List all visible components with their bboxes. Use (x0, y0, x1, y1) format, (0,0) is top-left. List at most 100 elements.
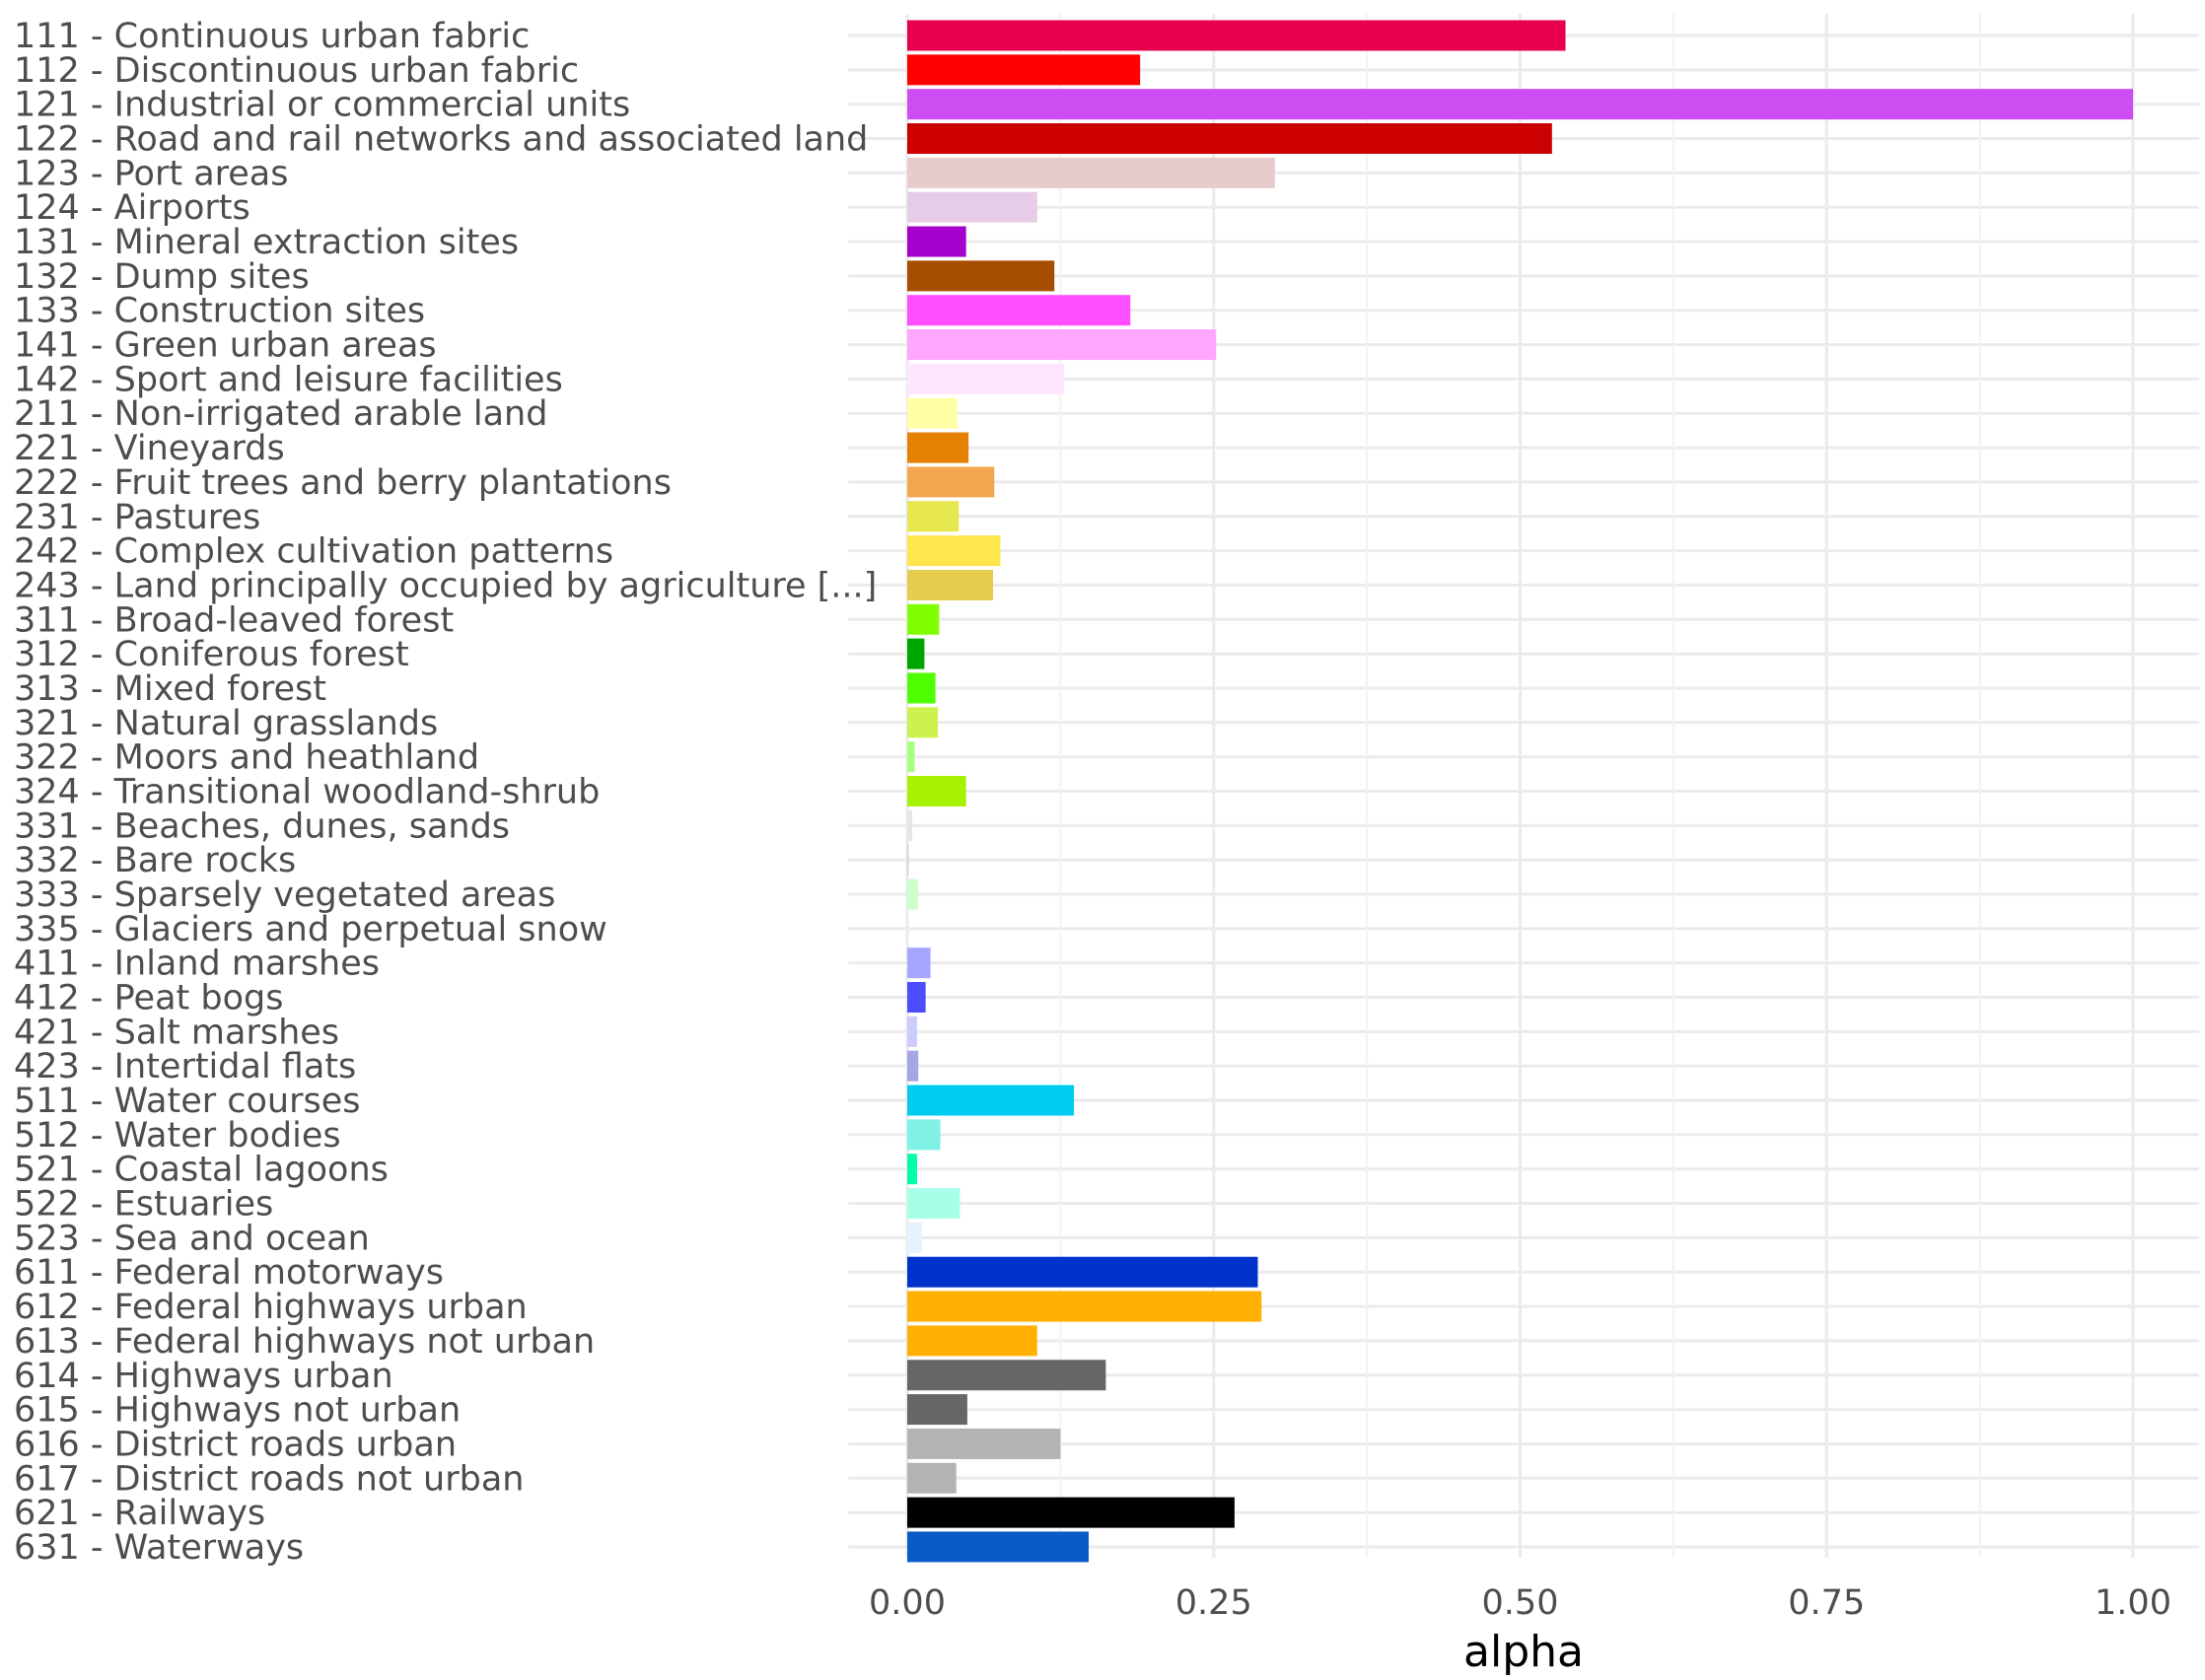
category-label: 313 - Mixed forest (14, 669, 326, 709)
bar (907, 741, 915, 773)
category-label: 335 - Glaciers and perpetual snow (14, 910, 607, 949)
category-label: 124 - Airports (14, 188, 250, 228)
bar (907, 809, 912, 841)
bar (907, 1428, 1061, 1459)
bar (907, 466, 995, 498)
bar (907, 432, 969, 463)
category-label: 121 - Industrial or commercial units (14, 86, 630, 125)
bar (907, 1015, 917, 1047)
category-label: 142 - Sport and leisure facilities (14, 360, 563, 399)
bar (907, 123, 1552, 155)
category-label: 615 - Highways not urban (14, 1391, 461, 1431)
category-label: 321 - Natural grasslands (14, 704, 438, 743)
category-label: 612 - Federal highways urban (14, 1288, 528, 1327)
x-tick-label: 0.75 (1788, 1583, 1865, 1623)
category-label: 211 - Non-irrigated arable land (14, 394, 547, 434)
category-label: 512 - Water bodies (14, 1116, 341, 1155)
bar (907, 638, 925, 669)
bar (907, 295, 1131, 326)
category-label: 132 - Dump sites (14, 257, 310, 297)
bar (907, 569, 994, 600)
bar (907, 260, 1055, 292)
x-tick-label: 0.50 (1482, 1583, 1559, 1623)
bar (907, 1394, 967, 1426)
bar (907, 89, 2133, 120)
bars (907, 20, 2133, 1563)
category-label: 621 - Railways (14, 1494, 265, 1533)
bar (907, 1256, 1258, 1288)
category-label: 222 - Fruit trees and berry plantations (14, 463, 672, 503)
category-label: 123 - Port areas (14, 154, 288, 193)
bar (907, 157, 1275, 188)
category-label: 613 - Federal highways not urban (14, 1322, 595, 1362)
category-label: 522 - Estuaries (14, 1185, 273, 1225)
bar (907, 878, 919, 910)
category-label: 122 - Road and rail networks and associa… (14, 120, 868, 160)
bar (907, 1462, 957, 1494)
category-label: 521 - Coastal lagoons (14, 1151, 389, 1190)
bar (907, 1497, 1235, 1528)
bar (907, 1085, 1075, 1116)
bar (907, 844, 909, 875)
bar (907, 982, 926, 1014)
category-label: 411 - Inland marshes (14, 945, 380, 984)
category-label: 331 - Beaches, dunes, sands (14, 806, 510, 846)
category-label: 611 - Federal motorways (14, 1253, 444, 1293)
x-tick-label: 0.00 (869, 1583, 946, 1623)
category-label: 523 - Sea and ocean (14, 1219, 370, 1258)
major-gridlines (905, 14, 2135, 1558)
bar (907, 501, 960, 532)
bar (907, 947, 931, 979)
category-label: 412 - Peat bogs (14, 979, 283, 1018)
category-label: 311 - Broad-leaved forest (14, 600, 454, 640)
bar (907, 603, 940, 635)
bar (907, 226, 966, 257)
bar (907, 1222, 922, 1253)
category-label: 631 - Waterways (14, 1528, 304, 1568)
bar (907, 707, 939, 738)
category-label: 616 - District roads urban (14, 1425, 457, 1464)
category-label: 111 - Continuous urban fabric (14, 17, 530, 56)
bar (907, 672, 936, 704)
bar (907, 1154, 917, 1185)
bar (907, 1360, 1106, 1391)
bar (907, 20, 1566, 51)
category-label: 421 - Salt marshes (14, 1013, 339, 1052)
category-label: 511 - Water courses (14, 1082, 361, 1121)
category-label: 617 - District roads not urban (14, 1459, 524, 1499)
bar (907, 775, 966, 806)
category-label: 131 - Mineral extraction sites (14, 223, 519, 262)
category-label: 133 - Construction sites (14, 292, 425, 331)
x-axis-title: alpha (1463, 1627, 1584, 1677)
category-label: 333 - Sparsely vegetated areas (14, 875, 555, 915)
category-label: 332 - Bare rocks (14, 841, 296, 880)
bar (907, 1291, 1262, 1322)
bar (907, 1119, 941, 1151)
minor-gridlines (848, 14, 2199, 1558)
category-label: 322 - Moors and heathland (14, 738, 479, 778)
bar (907, 1050, 919, 1082)
x-tick-label: 0.25 (1175, 1583, 1252, 1623)
category-label: 221 - Vineyards (14, 429, 285, 468)
bar (907, 54, 1141, 86)
bar (907, 1325, 1037, 1357)
category-label: 141 - Green urban areas (14, 326, 437, 366)
bar (907, 1188, 960, 1220)
bar (907, 535, 1001, 567)
category-label: 312 - Coniferous forest (14, 635, 409, 674)
bar (907, 363, 1065, 394)
bar (907, 397, 958, 429)
category-label: 242 - Complex cultivation patterns (14, 532, 613, 572)
bar (907, 1531, 1089, 1563)
x-tick-labels: 0.00 0.25 0.50 0.75 1.00 (869, 1583, 2171, 1623)
category-label: 324 - Transitional woodland-shrub (14, 772, 600, 811)
category-label: 423 - Intertidal flats (14, 1047, 356, 1086)
x-tick-label: 1.00 (2095, 1583, 2171, 1623)
bar (907, 329, 1217, 361)
category-label: 243 - Land principally occupied by agric… (14, 566, 877, 605)
category-label: 614 - Highways urban (14, 1357, 393, 1396)
category-label: 231 - Pastures (14, 498, 260, 537)
category-label: 112 - Discontinuous urban fabric (14, 51, 579, 91)
